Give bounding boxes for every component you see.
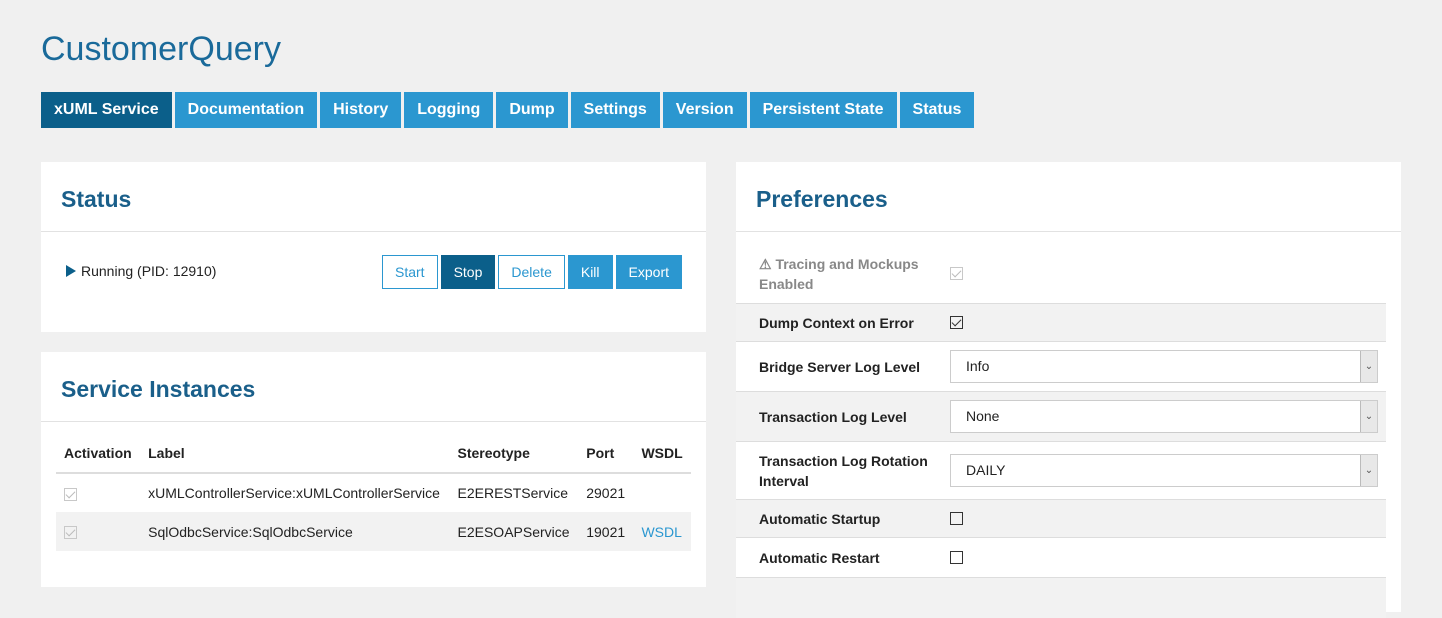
auto-restart-label: Automatic Restart	[759, 549, 880, 566]
chevron-down-icon: ⌄	[1360, 455, 1377, 486]
play-icon	[66, 265, 76, 277]
status-panel: Status Running (PID: 12910) Start Stop D…	[41, 162, 706, 332]
col-activation: Activation	[56, 434, 141, 474]
auto-startup-label: Automatic Startup	[759, 510, 881, 527]
activation-checkbox	[64, 526, 77, 540]
tracing-label: ⚠ Tracing and Mockups Enabled	[759, 255, 919, 292]
tab-history[interactable]: History	[320, 92, 402, 128]
tab-version[interactable]: Version	[662, 92, 747, 128]
tx-log-select[interactable]: None ⌄	[950, 400, 1378, 433]
instance-label: xUMLControllerService:xUMLControllerServ…	[148, 485, 440, 501]
instance-wsdl	[633, 473, 691, 512]
tab-logging[interactable]: Logging	[404, 92, 494, 128]
table-row: SqlOdbcService:SqlOdbcService E2ESOAPServ…	[56, 512, 691, 551]
tab-documentation[interactable]: Documentation	[174, 92, 318, 128]
activation-checkbox	[64, 487, 77, 501]
tab-status[interactable]: Status	[899, 92, 975, 128]
col-port: Port	[578, 434, 634, 474]
chevron-down-icon: ⌄	[1360, 401, 1377, 432]
instance-stereotype: E2ERESTService	[457, 485, 568, 501]
export-button[interactable]: Export	[615, 255, 682, 289]
tab-dump[interactable]: Dump	[496, 92, 568, 128]
dump-context-checkbox[interactable]	[950, 316, 963, 329]
tab-settings[interactable]: Settings	[570, 92, 660, 128]
tx-log-label: Transaction Log Level	[759, 408, 907, 425]
running-status: Running (PID: 12910)	[66, 263, 216, 279]
status-heading: Status	[41, 162, 706, 232]
bridge-log-label: Bridge Server Log Level	[759, 358, 921, 375]
kill-button[interactable]: Kill	[567, 255, 613, 289]
tab-persistent-state[interactable]: Persistent State	[749, 92, 897, 128]
col-wsdl: WSDL	[633, 434, 691, 474]
instances-table: Activation Label Stereotype Port WSDL xUMLCo…	[56, 434, 691, 551]
dump-context-label: Dump Context on Error	[759, 314, 914, 331]
instance-stereotype: E2ESOAPService	[449, 512, 579, 551]
chevron-down-icon: ⌄	[1360, 351, 1377, 382]
stop-button[interactable]: Stop	[440, 255, 496, 289]
col-stereotype: Stereotype	[449, 434, 579, 474]
delete-button[interactable]: Delete	[498, 255, 565, 289]
tx-rotation-label: Transaction Log Rotation Interval	[759, 452, 928, 489]
instance-port: 29021	[586, 485, 626, 501]
auto-restart-checkbox[interactable]	[950, 551, 963, 564]
tx-rotation-select[interactable]: DAILY ⌄	[950, 454, 1378, 487]
instances-heading: Service Instances	[41, 352, 706, 422]
preferences-heading: Preferences	[736, 162, 1401, 232]
wsdl-link[interactable]: WSDL	[641, 523, 682, 540]
status-text: Running (PID: 12910)	[81, 263, 217, 279]
page-title: CustomerQuery	[41, 30, 281, 68]
instance-label: SqlOdbcService:SqlOdbcService	[140, 512, 450, 551]
start-button[interactable]: Start	[382, 255, 438, 289]
service-instances-panel: Service Instances Activation Label Stereot…	[41, 352, 706, 587]
instance-port: 19021	[578, 512, 634, 551]
tracing-checkbox	[950, 267, 963, 280]
tab-bar: xUML Service Documentation History Loggi…	[41, 92, 975, 128]
col-label: Label	[140, 434, 450, 474]
table-row: xUMLControllerService:xUMLControllerServ…	[56, 473, 691, 512]
warning-icon: ⚠	[759, 255, 772, 272]
bridge-log-select[interactable]: Info ⌄	[950, 350, 1378, 383]
tab-xuml-service[interactable]: xUML Service	[41, 92, 172, 128]
auto-startup-checkbox[interactable]	[950, 512, 963, 525]
preferences-panel: Preferences ⚠ Tracing and Mockups Enable…	[736, 162, 1401, 618]
